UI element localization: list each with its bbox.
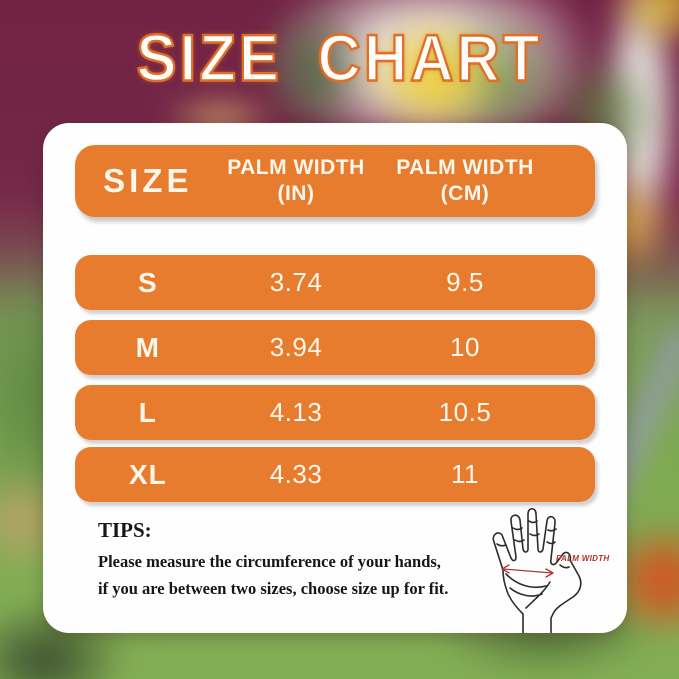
column-header-palm-width-cm-line2: (CM)	[440, 182, 490, 205]
palm-width-in-cell: 3.74	[269, 267, 323, 297]
column-header-palm-width-in-line1: PALM WIDTH	[227, 155, 365, 179]
palm-width-in-cell: 3.94	[269, 332, 323, 362]
finger-joints	[496, 520, 570, 569]
tips-section: TIPS: Please measure the circumference o…	[98, 518, 508, 602]
column-header-palm-width-cm: PALM WIDTH (CM)	[371, 155, 558, 208]
tips-heading: TIPS:	[98, 518, 152, 542]
table-row-xl: XL 4.33 11	[75, 447, 595, 502]
palm-width-cm-cell: 9.5	[446, 267, 484, 297]
page-title: SIZE CHART	[135, 20, 543, 96]
table-row-s: S 3.74 9.5	[75, 255, 595, 310]
hand-outline	[492, 507, 582, 633]
size-cell: XL	[128, 458, 167, 490]
tips-line-1: Please measure the circumference of your…	[98, 552, 441, 571]
table-header-row: SIZE PALM WIDTH (IN) PALM WIDTH (CM)	[75, 145, 595, 217]
palm-width-in-cell: 4.33	[269, 459, 323, 489]
palm-creases	[505, 573, 551, 609]
size-cell: L	[138, 396, 157, 428]
palm-width-label: PALM WIDTH	[556, 554, 610, 563]
size-cell: M	[135, 331, 160, 363]
column-header-palm-width-in-line2: (IN)	[277, 182, 315, 205]
column-header-palm-width-in: PALM WIDTH (IN)	[221, 155, 372, 208]
palm-width-cm-cell: 11	[450, 459, 479, 489]
palm-width-in-cell: 4.13	[269, 397, 323, 427]
column-header-palm-width-cm-line1: PALM WIDTH	[396, 155, 534, 179]
size-cell: S	[137, 266, 158, 298]
palm-width-cm-cell: 10	[450, 332, 480, 362]
column-header-size: SIZE	[103, 162, 193, 199]
size-chart-card: SIZE PALM WIDTH (IN) PALM WIDTH (CM) S 3…	[43, 123, 627, 633]
palm-width-cm-cell: 10.5	[438, 397, 492, 427]
tips-line-2: if you are between two sizes, choose siz…	[98, 579, 449, 599]
table-row-l: L 4.13 10.5	[75, 385, 595, 440]
table-row-m: M 3.94 10	[75, 320, 595, 375]
hand-palm-width-icon: PALM WIDTH	[492, 507, 610, 633]
palm-width-measure-line	[501, 564, 554, 578]
